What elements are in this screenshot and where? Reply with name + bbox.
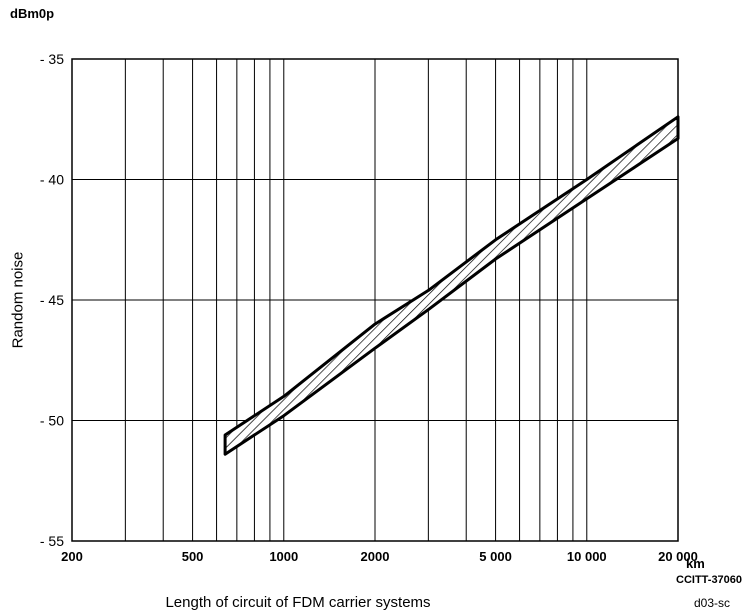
plot-frame xyxy=(71,58,679,542)
noise-band xyxy=(223,115,680,456)
x-tick-labels: 200 500 1000 2000 5 000 10 000 20 000 xyxy=(61,549,698,564)
x-tick-label: 500 xyxy=(182,549,204,564)
source-code: d03-sc xyxy=(694,596,731,610)
x-axis-label: Length of circuit of FDM carrier systems xyxy=(165,594,431,611)
x-unit-label: km xyxy=(686,556,705,571)
horizontal-grid xyxy=(72,179,678,421)
x-tick-label: 20 000 xyxy=(658,549,698,564)
y-axis-label: Random noise xyxy=(9,251,27,349)
x-tick-label: 200 xyxy=(61,549,83,564)
reference-code: CCITT-37060 xyxy=(676,574,743,586)
y-tick-label: - 35 xyxy=(40,51,64,67)
y-tick-label: - 40 xyxy=(40,172,64,188)
x-tick-label: 1000 xyxy=(269,549,298,564)
noise-band-area xyxy=(223,115,680,456)
x-tick-label: 5 000 xyxy=(479,549,512,564)
x-tick-label: 10 000 xyxy=(567,549,607,564)
y-unit-label: dBm0p xyxy=(10,6,55,21)
x-tick-label: 2000 xyxy=(361,549,390,564)
y-tick-label: - 45 xyxy=(40,292,64,308)
y-tick-label: - 55 xyxy=(40,533,64,549)
y-tick-labels: - 35 - 40 - 45 - 50 - 55 xyxy=(40,51,64,549)
y-tick-label: - 50 xyxy=(40,413,64,429)
